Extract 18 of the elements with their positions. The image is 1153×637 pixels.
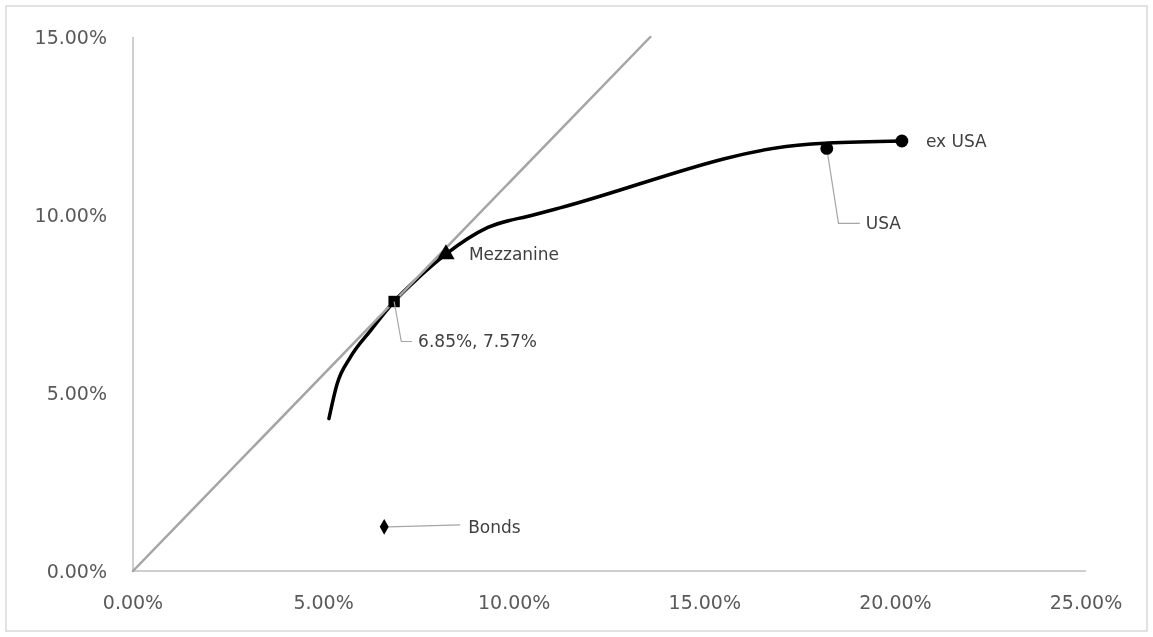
y-tick-label: 5.00% xyxy=(46,381,107,404)
annotation: 6.85%, 7.57% xyxy=(418,331,537,352)
x-tick-label: 15.00% xyxy=(668,591,742,613)
series-label: ex USA xyxy=(925,130,988,151)
y-tick-label: 0.00% xyxy=(46,559,107,582)
x-tick-label: 25.00% xyxy=(1049,591,1123,613)
text: USA xyxy=(865,213,902,234)
x-tick-label: 10.00% xyxy=(477,591,551,613)
point xyxy=(820,142,834,155)
y-tick-label: 15.00% xyxy=(34,25,107,48)
x-tick-label: 20.00% xyxy=(859,591,932,613)
x-tick-label: 0.00% xyxy=(102,591,164,613)
point xyxy=(388,295,400,308)
text: Bonds xyxy=(468,516,521,537)
point xyxy=(895,134,909,148)
y-tick-label: 10.00% xyxy=(34,203,107,226)
series-label: Mezzanine xyxy=(468,244,560,265)
x-tick-label: 5.00% xyxy=(293,591,354,613)
